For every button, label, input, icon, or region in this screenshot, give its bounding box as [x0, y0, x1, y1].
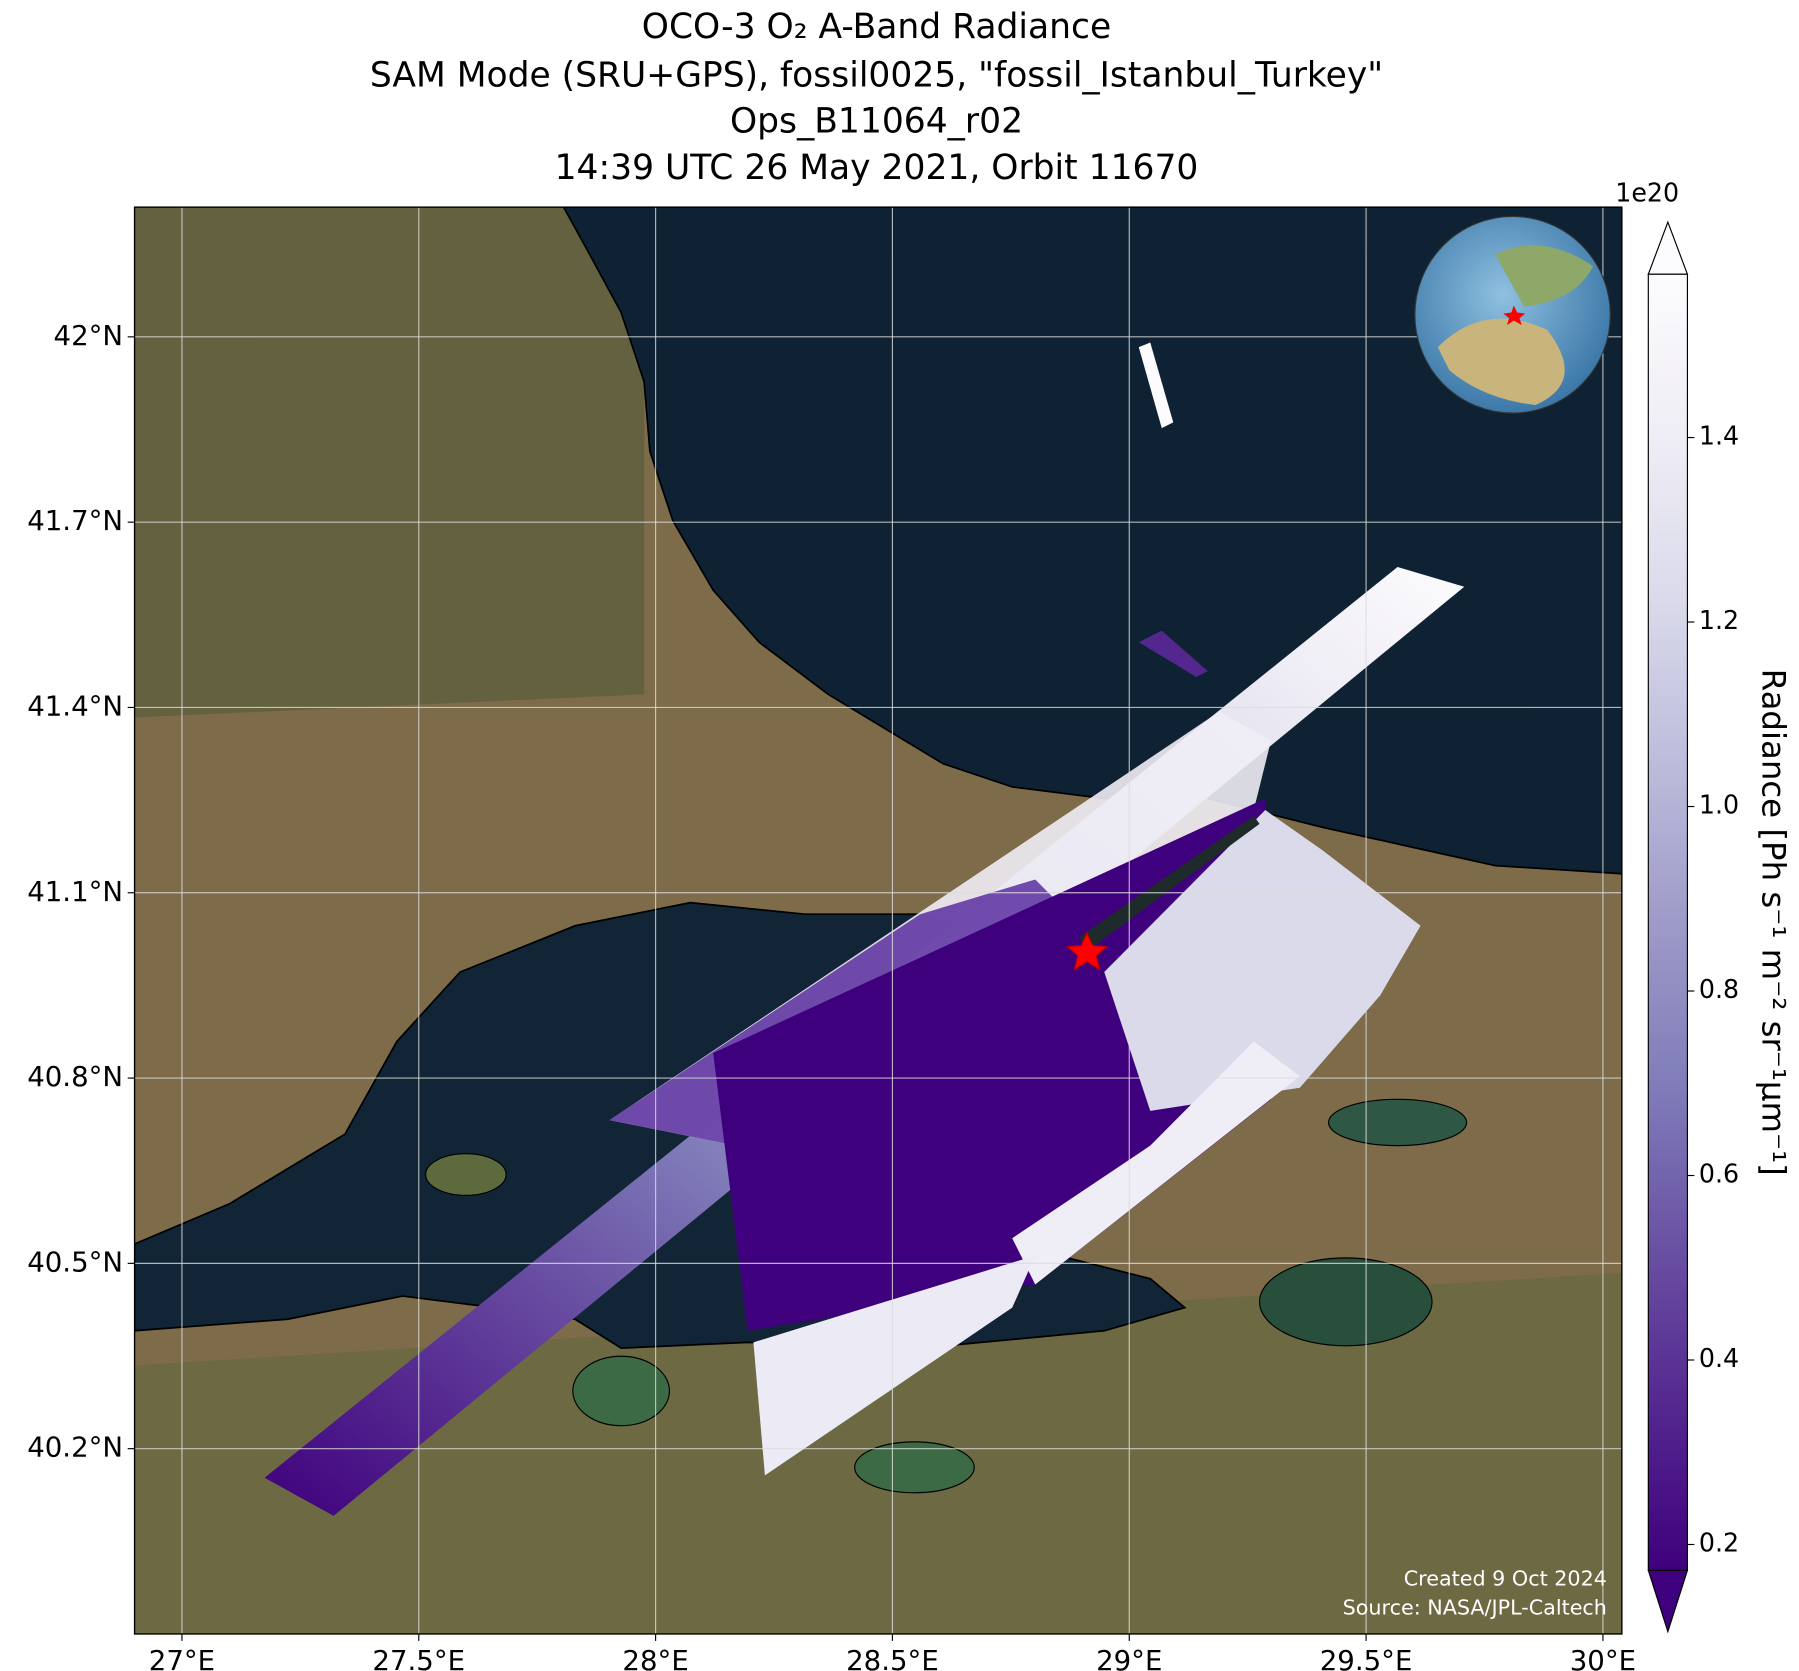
colorbar-tick-label: 0.2: [1699, 1527, 1739, 1557]
colorbar: [1647, 273, 1689, 1571]
forest: [134, 207, 645, 718]
lake: [1327, 1098, 1468, 1147]
title-line: 14:39 UTC 26 May 2021, Orbit 11670: [555, 148, 1199, 188]
title-line: OCO-3 O₂ A-Band Radiance: [642, 7, 1111, 47]
y-tick-label: 42°N: [54, 319, 124, 352]
graticule: [134, 207, 1622, 1634]
lake: [854, 1441, 975, 1494]
map-frame: [133, 206, 1623, 1635]
swath: [1138, 630, 1208, 677]
colorbar-exponent: 1e20: [1615, 177, 1679, 207]
y-tick-label: 41.4°N: [27, 689, 123, 722]
colorbar-tick-label: 0.4: [1699, 1343, 1739, 1373]
colorbar-tick-label: 1.4: [1699, 420, 1739, 450]
globe-land: [1437, 318, 1565, 406]
lake: [572, 1355, 671, 1427]
target-star: [1066, 931, 1108, 972]
title-line: SAM Mode (SRU+GPS), fossil0025, "fossil_…: [370, 55, 1383, 95]
colorbar-tick-label: 1.0: [1699, 789, 1739, 819]
colorbar-extend-max: [1647, 220, 1689, 275]
colorbar-extend-min: [1647, 1569, 1689, 1634]
annotation: Source: NASA/JPL-Caltech: [1343, 1595, 1607, 1619]
x-tick-label: 30°E: [1570, 1644, 1636, 1671]
x-tick-label: 27.5°E: [372, 1644, 465, 1671]
island: [425, 1153, 507, 1196]
y-tick-label: 40.5°N: [27, 1245, 123, 1278]
colorbar-tick-label: 0.8: [1699, 974, 1739, 1004]
colorbar-label: Radiance [Ph s⁻¹ m⁻² sr⁻¹μm⁻¹]: [1754, 669, 1792, 1176]
x-tick-label: 28.5°E: [846, 1644, 939, 1671]
swath-gap: [1078, 815, 1260, 952]
y-tick-label: 41.1°N: [27, 875, 123, 908]
map: Created 9 Oct 2024 Source: NASA/JPL-Calt…: [134, 207, 1622, 1634]
swath: [1012, 1041, 1300, 1285]
lake: [1258, 1257, 1433, 1347]
y-tick-label: 41.7°N: [27, 504, 123, 537]
colorbar-tick-label: 0.6: [1699, 1158, 1739, 1188]
y-tick-label: 40.2°N: [27, 1431, 123, 1464]
y-tick-label: 40.8°N: [27, 1060, 123, 1093]
globe-star: [1503, 305, 1526, 326]
x-tick-label: 28°E: [622, 1644, 688, 1671]
x-tick-label: 27°E: [149, 1644, 215, 1671]
x-tick-label: 29°E: [1096, 1644, 1162, 1671]
x-tick-label: 29.5°E: [1320, 1644, 1413, 1671]
colorbar-tick-label: 1.2: [1699, 605, 1739, 635]
title-line: Ops_B11064_r02: [730, 102, 1023, 142]
globe-land: [1495, 245, 1594, 307]
swath: [1104, 810, 1421, 1111]
swath: [1138, 342, 1174, 429]
annotation: Created 9 Oct 2024: [1404, 1567, 1607, 1591]
swath: [753, 1255, 1036, 1476]
